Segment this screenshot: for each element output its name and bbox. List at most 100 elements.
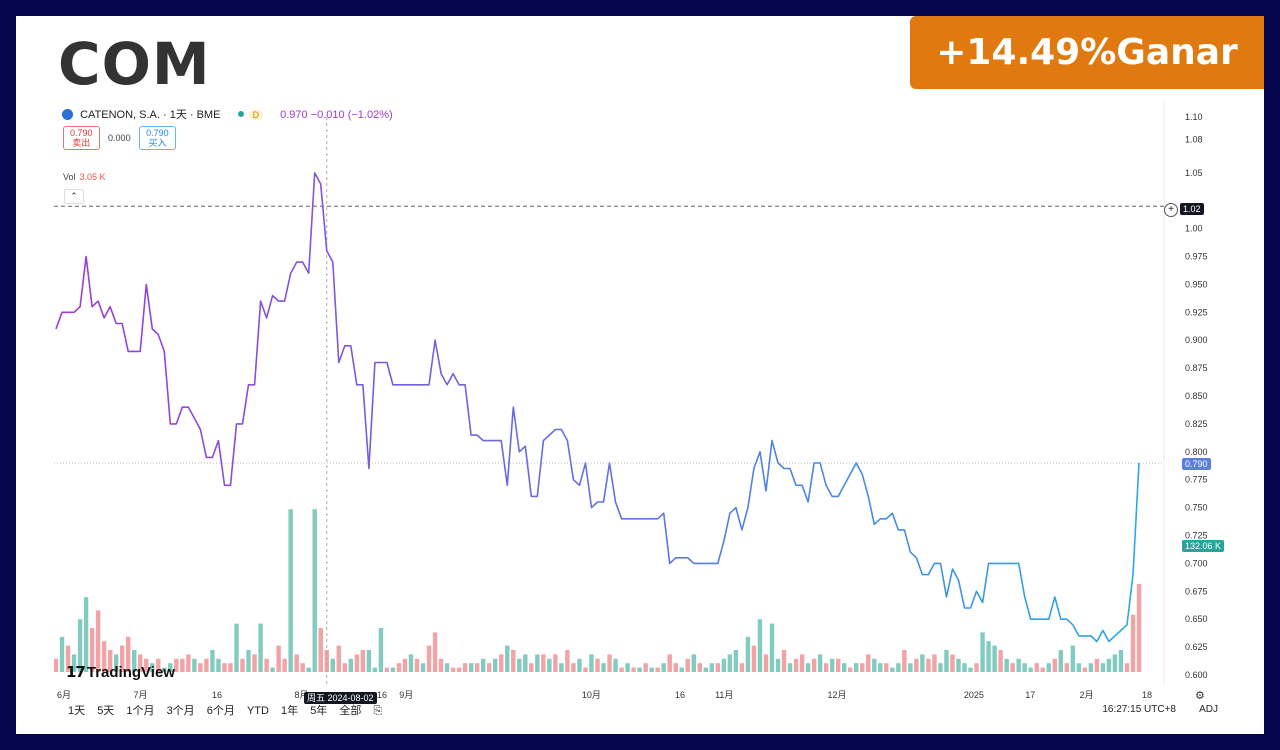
- range-3m-button[interactable]: 3个月: [166, 705, 195, 717]
- range-all-button[interactable]: 全部: [339, 705, 362, 717]
- volume-bar: [535, 654, 540, 672]
- volume-bar: [65, 645, 71, 672]
- volume-bar: [312, 509, 317, 672]
- volume-bar: [811, 658, 817, 672]
- volume-bar: [294, 654, 299, 672]
- price-info: 0.970 −0.010 (−1.02%): [280, 109, 393, 121]
- volume-bar: [866, 654, 871, 672]
- volume-bar: [499, 654, 504, 672]
- volume-bar: [607, 654, 612, 672]
- volume-bar: [523, 654, 528, 672]
- volume-bar: [986, 641, 991, 672]
- y-tick-label: 0.700: [1185, 558, 1208, 568]
- volume-bar: [402, 658, 408, 672]
- volume-bar: [595, 658, 600, 672]
- range-1d-button[interactable]: 1天: [68, 705, 86, 717]
- volume-bar: [1058, 650, 1063, 672]
- buy-label: 买入: [148, 138, 167, 148]
- x-tick-label: 9月: [399, 690, 413, 700]
- x-tick-label: 2025: [964, 690, 984, 700]
- volume-bar: [1130, 614, 1136, 672]
- volume-bar: [890, 667, 895, 672]
- volume-bar: [1124, 663, 1130, 672]
- y-tick-label: 1.10: [1185, 112, 1203, 122]
- volume-bar: [264, 658, 269, 672]
- range-1y-button[interactable]: 1年: [281, 705, 299, 717]
- volume-bar: [1064, 663, 1069, 672]
- volume-bar: [468, 663, 474, 672]
- volume-bar: [474, 663, 480, 672]
- volume-bar: [210, 650, 215, 672]
- company-logo-icon: [62, 109, 73, 120]
- volume-bar: [288, 509, 293, 672]
- volume-bar: [1046, 663, 1051, 672]
- volume-bar: [962, 663, 967, 672]
- volume-label: Vol: [63, 172, 76, 182]
- volume-bar: [270, 667, 275, 672]
- add-alert-plus-icon[interactable]: +: [1164, 203, 1178, 217]
- volume-bar: [835, 658, 841, 672]
- buy-price: 0.790: [146, 128, 169, 138]
- volume-bar: [493, 658, 498, 672]
- y-tick-label: 0.975: [1185, 252, 1208, 262]
- volume-bar: [992, 645, 997, 672]
- volume-bar: [1106, 658, 1112, 672]
- volume-bar: [902, 650, 907, 672]
- last-volume-tag: 132.06 K: [1182, 540, 1225, 552]
- volume-bar: [306, 667, 311, 672]
- volume-bar: [529, 663, 534, 672]
- x-tick-label: 7月: [133, 690, 147, 700]
- volume-bar: [216, 658, 221, 672]
- clock-readout[interactable]: 16:27:15 UTC+8: [1102, 704, 1176, 715]
- volume-bar: [1040, 667, 1045, 672]
- volume-bar: [637, 667, 642, 672]
- y-tick-label: 1.05: [1185, 168, 1203, 178]
- volume-bar: [95, 610, 101, 672]
- y-tick-label: 0.600: [1185, 670, 1208, 680]
- volume-bar: [444, 663, 450, 672]
- volume-bar: [619, 667, 624, 672]
- volume-bar: [83, 597, 89, 672]
- volume-bar: [258, 623, 263, 672]
- buy-button[interactable]: 0.790 买入: [139, 126, 176, 150]
- range-5d-button[interactable]: 5天: [97, 705, 115, 717]
- symbol-label[interactable]: CATENON, S.A. · 1天 · BME: [80, 109, 221, 121]
- volume-bar: [396, 663, 402, 672]
- y-tick-label: 0.675: [1185, 586, 1208, 596]
- sell-button[interactable]: 0.790 卖出: [63, 126, 100, 150]
- volume-bar: [517, 658, 522, 672]
- collapse-chevron-icon[interactable]: ⌃: [64, 189, 84, 204]
- volume-bar: [661, 663, 666, 672]
- y-tick-label: 0.725: [1185, 531, 1208, 541]
- volume-bar: [727, 654, 733, 672]
- volume-bar: [77, 619, 83, 672]
- volume-bar: [180, 658, 185, 672]
- volume-bar: [432, 632, 438, 672]
- date-range-calendar-icon[interactable]: ⎘: [373, 705, 383, 717]
- x-tick-label: 18: [1142, 690, 1152, 700]
- volume-bar: [71, 654, 77, 672]
- y-tick-label: 0.875: [1185, 363, 1208, 373]
- volume-bar: [643, 663, 648, 672]
- volume-bar: [366, 650, 372, 672]
- volume-bar: [631, 667, 636, 672]
- chart-area[interactable]: 1.10 1.08 1.05 1.02 1.00 0.975 0.950 0.925 0.900…: [54, 100, 1234, 732]
- volume-bar: [420, 663, 426, 672]
- spread-value: 0.000: [108, 133, 131, 143]
- volume-bar: [938, 663, 943, 672]
- range-5y-button[interactable]: 5年: [310, 705, 328, 717]
- range-1m-button[interactable]: 1个月: [126, 705, 155, 717]
- volume-bar: [318, 628, 323, 672]
- settings-gear-icon[interactable]: ⚙: [1195, 690, 1205, 702]
- adj-toggle[interactable]: ADJ: [1199, 704, 1218, 715]
- range-6m-button[interactable]: 6个月: [206, 705, 235, 717]
- volume-bar: [679, 667, 684, 672]
- y-tick-label: 0.650: [1185, 614, 1208, 624]
- volume-bar: [360, 650, 366, 672]
- volume-bar: [787, 663, 793, 672]
- volume-bar: [1028, 667, 1033, 672]
- range-ytd-button[interactable]: YTD: [246, 705, 269, 717]
- volume-bar: [974, 663, 979, 672]
- volume-bar: [697, 663, 702, 672]
- volume-bar: [192, 658, 197, 672]
